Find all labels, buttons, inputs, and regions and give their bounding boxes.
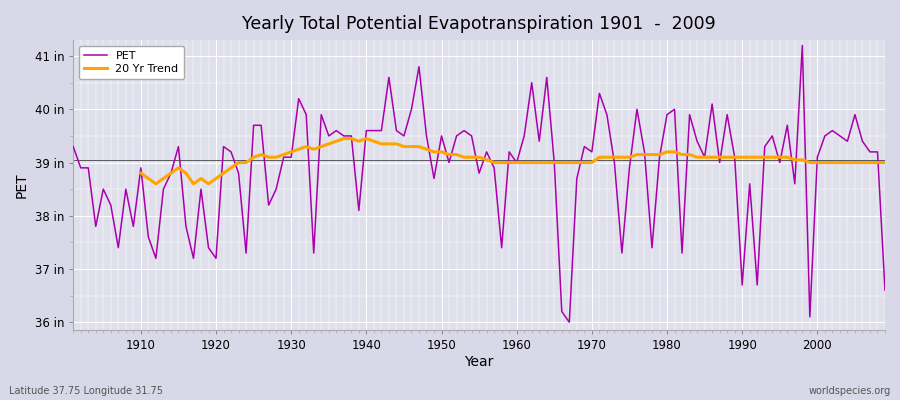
20 Yr Trend [150, 182, 161, 186]
PET [338, 134, 349, 138]
20 Yr Trend [316, 144, 327, 149]
PET [609, 160, 620, 165]
PET [504, 150, 515, 154]
PET [879, 288, 890, 293]
20 Yr Trend [136, 171, 147, 176]
PET [68, 144, 78, 149]
20 Yr Trend [857, 160, 868, 165]
Line: PET: PET [73, 46, 885, 322]
20 Yr Trend [879, 160, 890, 165]
Y-axis label: PET: PET [15, 172, 29, 198]
X-axis label: Year: Year [464, 355, 494, 369]
PET [128, 224, 139, 229]
20 Yr Trend [338, 136, 349, 141]
Legend: PET, 20 Yr Trend: PET, 20 Yr Trend [79, 46, 184, 79]
Line: 20 Yr Trend: 20 Yr Trend [141, 138, 885, 184]
20 Yr Trend [594, 155, 605, 160]
Title: Yearly Total Potential Evapotranspiration 1901  -  2009: Yearly Total Potential Evapotranspiratio… [242, 15, 716, 33]
20 Yr Trend [534, 160, 544, 165]
20 Yr Trend [834, 160, 845, 165]
PET [293, 96, 304, 101]
Text: Latitude 37.75 Longitude 31.75: Latitude 37.75 Longitude 31.75 [9, 386, 163, 396]
PET [796, 43, 807, 48]
20 Yr Trend [286, 150, 297, 154]
Text: worldspecies.org: worldspecies.org [809, 386, 891, 396]
PET [511, 160, 522, 165]
PET [564, 320, 575, 325]
